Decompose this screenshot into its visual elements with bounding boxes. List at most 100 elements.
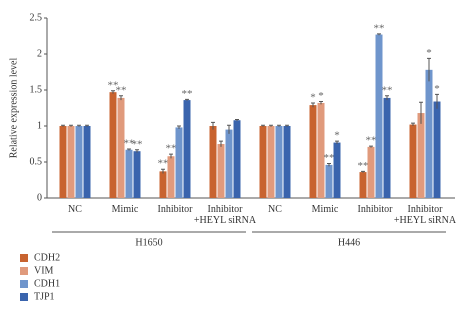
- significance-label: **: [116, 84, 127, 96]
- significance-label: **: [182, 88, 193, 100]
- bar: [283, 126, 291, 198]
- bar: [383, 97, 391, 198]
- significance-label: *: [334, 130, 340, 142]
- bar: [83, 126, 91, 198]
- error-bar: [111, 90, 115, 94]
- significance-label: **: [158, 158, 169, 170]
- bar: [117, 97, 125, 198]
- x-tick-label: NC: [68, 204, 82, 215]
- x-tick-label: NC: [268, 204, 282, 215]
- significance-label: **: [108, 79, 119, 91]
- x-tick-label: Mimic: [311, 204, 339, 215]
- bar: [417, 113, 425, 198]
- bar: [75, 126, 83, 198]
- significance-label: **: [132, 138, 143, 150]
- error-bar: [269, 124, 273, 127]
- error-bar: [177, 125, 181, 129]
- bar: [367, 146, 375, 198]
- error-bar: [235, 119, 239, 121]
- group-label: H446: [338, 237, 360, 248]
- bar: [333, 142, 341, 198]
- bar: [317, 102, 325, 198]
- error-bar: [277, 124, 281, 127]
- error-bar: [435, 93, 439, 109]
- significance-label: **: [166, 143, 177, 155]
- error-bar: [369, 145, 373, 148]
- bar: [125, 149, 133, 198]
- significance-label: **: [366, 135, 377, 147]
- bar: [217, 144, 225, 198]
- x-tick-label: Inhibitor +HEYL siRNA: [393, 204, 457, 226]
- significance-label: *: [318, 90, 324, 102]
- error-bar: [211, 121, 215, 130]
- legend-label: CDH1: [34, 278, 60, 289]
- error-bar: [377, 33, 381, 36]
- x-tick-label: Inhibitor +HEYL siRNA: [193, 204, 257, 226]
- bar: [167, 156, 175, 198]
- legend-label: TJP1: [34, 291, 55, 302]
- error-bar: [135, 149, 139, 153]
- bar: [309, 105, 317, 198]
- error-bar: [261, 124, 265, 127]
- significance-label: **: [124, 138, 135, 150]
- legend-swatch: [20, 280, 28, 288]
- significance-label: **: [374, 22, 385, 34]
- significance-label: **: [358, 160, 369, 172]
- y-tick-label: 1.5: [30, 84, 43, 95]
- group-label: H1650: [135, 237, 162, 248]
- error-bar: [119, 95, 123, 101]
- bar: [409, 124, 417, 198]
- error-bar: [85, 124, 89, 127]
- x-tick-label: Inhibitor: [157, 204, 193, 215]
- bar: [359, 172, 367, 198]
- bar: [433, 101, 441, 198]
- significance-label: *: [426, 47, 432, 59]
- error-bar: [77, 124, 81, 127]
- y-tick-label: 2.5: [30, 12, 43, 23]
- error-bar: [227, 124, 231, 134]
- error-bar: [411, 122, 415, 126]
- bar: [67, 126, 75, 198]
- legend-label: VIM: [34, 265, 54, 276]
- bar: [275, 126, 283, 198]
- y-axis-label: Relative expression level: [8, 58, 19, 159]
- x-tick-label: Inhibitor: [357, 204, 393, 215]
- error-bar: [169, 153, 173, 159]
- bar: [183, 100, 191, 198]
- bar: [425, 69, 433, 198]
- x-tick-label: Mimic: [111, 204, 139, 215]
- bar: [375, 34, 383, 199]
- y-tick-label: 2: [37, 48, 42, 59]
- bar: [175, 127, 183, 198]
- bar: [267, 126, 275, 198]
- bar: [233, 120, 241, 198]
- error-bar: [361, 170, 365, 173]
- legend-swatch: [20, 267, 28, 275]
- error-bar: [319, 101, 323, 105]
- y-tick-label: 1: [37, 120, 42, 131]
- bar: [209, 126, 217, 198]
- y-tick-label: 0: [37, 192, 42, 203]
- error-bar: [161, 168, 165, 174]
- bar: [59, 126, 67, 198]
- error-bar: [127, 148, 131, 151]
- significance-label: *: [310, 91, 316, 103]
- legend-swatch: [20, 293, 28, 301]
- bar: [259, 126, 267, 198]
- error-bar: [219, 140, 223, 147]
- bar: [109, 92, 117, 198]
- error-bar: [385, 95, 389, 101]
- error-bar: [427, 57, 431, 82]
- significance-label: **: [324, 152, 335, 164]
- error-bar: [335, 140, 339, 144]
- error-bar: [185, 98, 189, 101]
- error-bar: [61, 124, 65, 127]
- error-bar: [311, 102, 315, 108]
- bar: [325, 164, 333, 198]
- error-bar: [69, 124, 73, 127]
- error-bar: [419, 101, 423, 124]
- significance-label: **: [382, 84, 393, 96]
- legend-label: CDH2: [34, 252, 60, 263]
